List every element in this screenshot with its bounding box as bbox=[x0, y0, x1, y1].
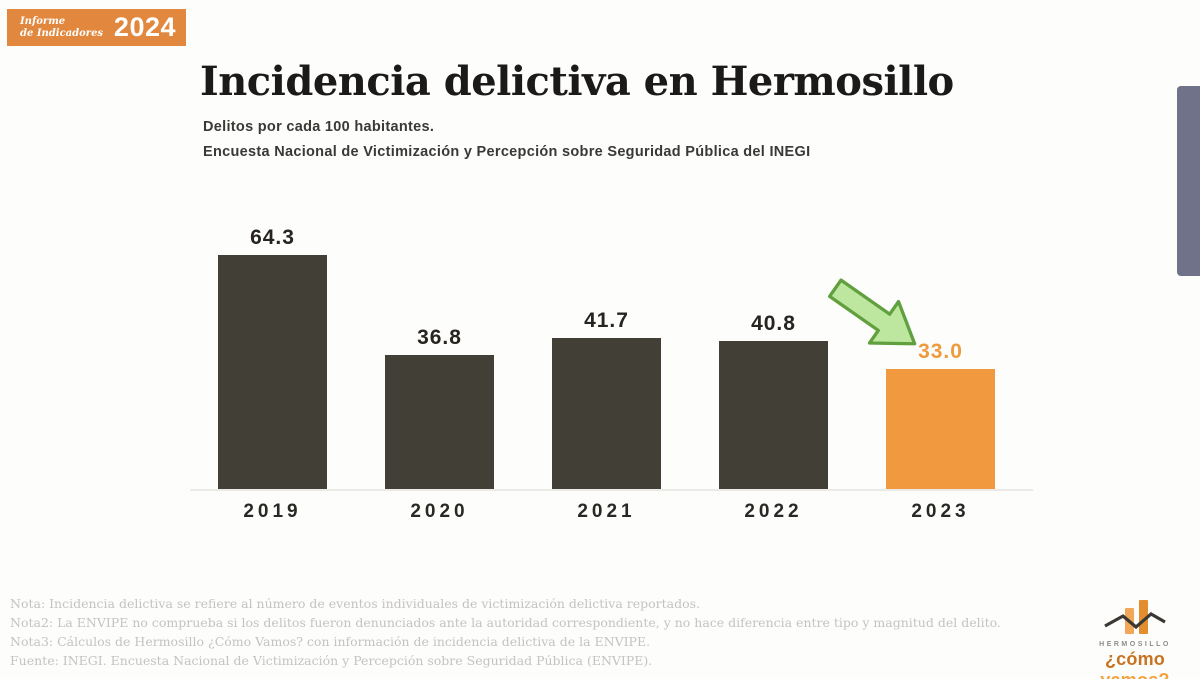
logo-city-label: HERMOSILLO bbox=[1099, 641, 1171, 648]
report-badge-label: Informe de Indicadores bbox=[20, 15, 104, 39]
bar-chart: 64.3 36.8 41.7 40.8 33.0 bbox=[218, 220, 995, 490]
page-title: Incidencia delictiva en Hermosillo bbox=[200, 58, 954, 105]
bar-value-label: 40.8 bbox=[751, 312, 796, 335]
footnote-line: Nota: Incidencia delictiva se refiere al… bbox=[10, 596, 701, 611]
logo-tagline-vamos: vamos? bbox=[1100, 670, 1169, 679]
bar-2019 bbox=[218, 255, 327, 490]
x-axis-label: 2020 bbox=[410, 501, 469, 522]
bar-2023 bbox=[886, 369, 995, 490]
bar-value-label: 33.0 bbox=[918, 340, 963, 363]
footnote-line: Nota3: Cálculos de Hermosillo ¿Cómo Vamo… bbox=[10, 634, 651, 649]
overlay-window-fragment bbox=[1177, 86, 1200, 276]
hermosillo-como-vamos-logo: HERMOSILLO ¿cómo vamos? bbox=[1068, 597, 1200, 679]
bar-2021 bbox=[552, 338, 661, 490]
bar-2020 bbox=[385, 355, 494, 490]
bar-value-label: 41.7 bbox=[584, 309, 629, 332]
bar-column-2023: 33.0 bbox=[886, 220, 995, 490]
logo-tagline-como: ¿cómo bbox=[1104, 649, 1165, 669]
bar-column-2021: 41.7 bbox=[552, 220, 661, 490]
bar-column-2022: 40.8 bbox=[719, 220, 828, 490]
report-badge: Informe de Indicadores 2024 bbox=[7, 9, 186, 46]
bar-column-2020: 36.8 bbox=[385, 220, 494, 490]
chart-subtitle-source: Encuesta Nacional de Victimización y Per… bbox=[203, 144, 811, 160]
bar-column-2019: 64.3 bbox=[218, 220, 327, 490]
logo-tagline: ¿cómo vamos? bbox=[1068, 649, 1200, 679]
decrease-arrow-icon bbox=[828, 278, 917, 346]
x-axis-label: 2023 bbox=[911, 501, 970, 522]
footnotes: Nota: Incidencia delictiva se refiere al… bbox=[10, 594, 1001, 670]
x-axis-label: 2021 bbox=[577, 501, 636, 522]
logo-bars-icon bbox=[1104, 600, 1166, 634]
bar-2022 bbox=[719, 341, 828, 490]
footnote-line: Fuente: INEGI. Encuesta Nacional de Vict… bbox=[10, 653, 653, 668]
x-axis-labels: 2019 2020 2021 2022 2023 bbox=[218, 501, 995, 523]
chart-subtitle-units: Delitos por cada 100 habitantes. bbox=[203, 119, 435, 135]
x-axis-line bbox=[190, 489, 1033, 491]
report-badge-year: 2024 bbox=[113, 12, 176, 42]
x-axis-label: 2022 bbox=[744, 501, 803, 522]
x-axis-label: 2019 bbox=[243, 501, 302, 522]
bar-value-label: 36.8 bbox=[417, 326, 462, 349]
footnote-line: Nota2: La ENVIPE no comprueba si los del… bbox=[10, 615, 1001, 630]
bar-value-label: 64.3 bbox=[250, 226, 295, 249]
